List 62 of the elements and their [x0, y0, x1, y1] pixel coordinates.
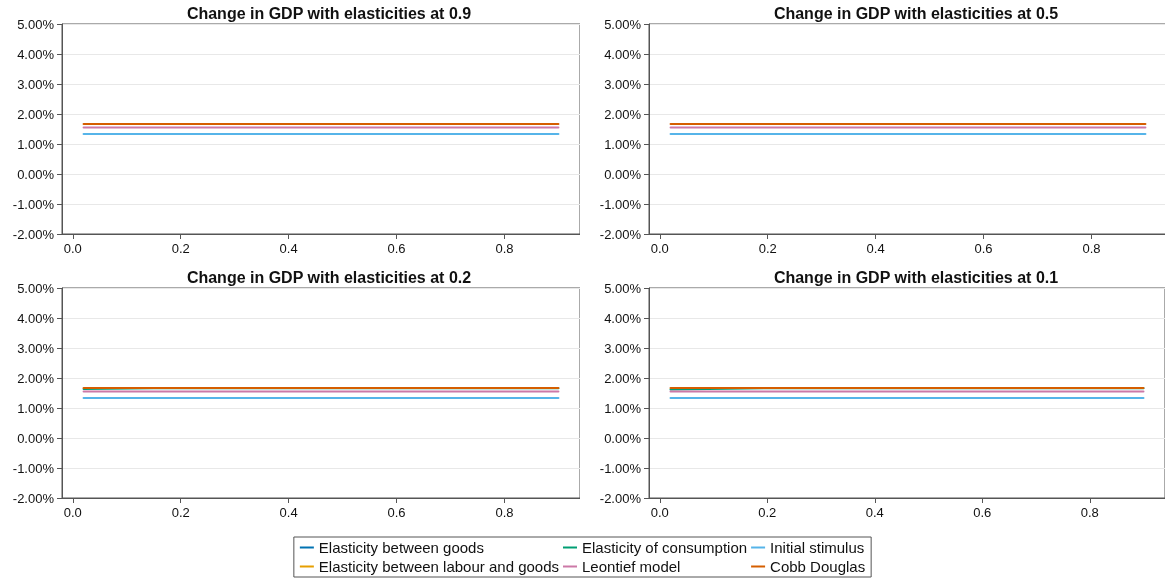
x-tick-label: 0.8 — [1082, 241, 1101, 256]
y-tick-label: 1.00% — [604, 136, 642, 152]
x-tick-label: 0.0 — [650, 505, 669, 520]
y-tick-label: 5.00% — [17, 280, 55, 296]
y-tick-label: 3.00% — [604, 340, 642, 356]
x-tick-label: 0.2 — [171, 505, 190, 520]
x-tick-label: 0.2 — [171, 241, 190, 256]
y-tick-label: 1.00% — [17, 136, 55, 152]
y-tick-label: -2.00% — [599, 226, 642, 242]
y-tick-label: 2.00% — [17, 370, 55, 386]
x-tick-label: 0.6 — [973, 505, 992, 520]
legend-label: Cobb Douglas — [770, 558, 866, 575]
x-tick-label: 0.4 — [279, 241, 298, 256]
y-tick-label: -2.00% — [599, 490, 642, 506]
y-tick-label: 4.00% — [604, 310, 642, 326]
x-tick-label: 0.0 — [650, 241, 669, 256]
x-tick-label: 0.6 — [974, 241, 993, 256]
x-tick-label: 0.8 — [495, 241, 514, 256]
x-tick-label: 0.2 — [758, 505, 777, 520]
y-tick-label: 3.00% — [17, 76, 55, 92]
y-tick-label: -1.00% — [599, 196, 642, 212]
y-tick-label: 2.00% — [604, 106, 642, 122]
chart-title: Change in GDP with elasticities at 0.5 — [773, 4, 1059, 22]
y-tick-label: 5.00% — [604, 280, 642, 296]
x-tick-label: 0.8 — [1080, 505, 1099, 520]
legend-label: Elasticity between goods — [318, 539, 484, 556]
legend-label: Elasticity between labour and goods — [318, 558, 560, 575]
y-tick-label: 1.00% — [604, 400, 642, 416]
y-tick-label: 5.00% — [17, 16, 55, 32]
y-tick-label: 0.00% — [17, 430, 55, 446]
x-tick-label: 0.6 — [387, 505, 406, 520]
chart-title: Change in GDP with elasticities at 0.2 — [186, 268, 472, 286]
legend-label: Initial stimulus — [770, 539, 865, 556]
y-tick-label: 0.00% — [17, 166, 55, 182]
y-tick-label: -1.00% — [12, 460, 55, 476]
legend-label: Elasticity of consumption — [582, 539, 748, 556]
y-tick-label: 4.00% — [17, 310, 55, 326]
x-tick-label: 0.8 — [495, 505, 514, 520]
y-tick-label: 3.00% — [604, 76, 642, 92]
y-tick-label: -1.00% — [599, 460, 642, 476]
x-tick-label: 0.0 — [63, 505, 82, 520]
x-tick-label: 0.0 — [63, 241, 82, 256]
y-tick-label: 0.00% — [604, 166, 642, 182]
x-tick-label: 0.2 — [758, 241, 777, 256]
x-tick-label: 0.4 — [865, 505, 884, 520]
x-tick-label: 0.4 — [279, 505, 298, 520]
x-tick-label: 0.6 — [387, 241, 406, 256]
y-tick-label: 2.00% — [17, 106, 55, 122]
y-tick-label: 0.00% — [604, 430, 642, 446]
y-tick-label: 4.00% — [17, 46, 55, 62]
x-tick-label: 0.4 — [866, 241, 885, 256]
y-tick-label: -2.00% — [12, 490, 55, 506]
y-tick-label: 5.00% — [604, 16, 642, 32]
y-tick-label: 1.00% — [17, 400, 55, 416]
y-tick-label: 4.00% — [604, 46, 642, 62]
y-tick-label: -1.00% — [12, 196, 55, 212]
chart-title: Change in GDP with elasticities at 0.1 — [773, 268, 1059, 286]
y-tick-label: 3.00% — [17, 340, 55, 356]
legend-label: Leontief model — [582, 558, 681, 575]
y-tick-label: 2.00% — [604, 370, 642, 386]
y-tick-label: -2.00% — [12, 226, 55, 242]
chart-title: Change in GDP with elasticities at 0.9 — [186, 4, 472, 22]
